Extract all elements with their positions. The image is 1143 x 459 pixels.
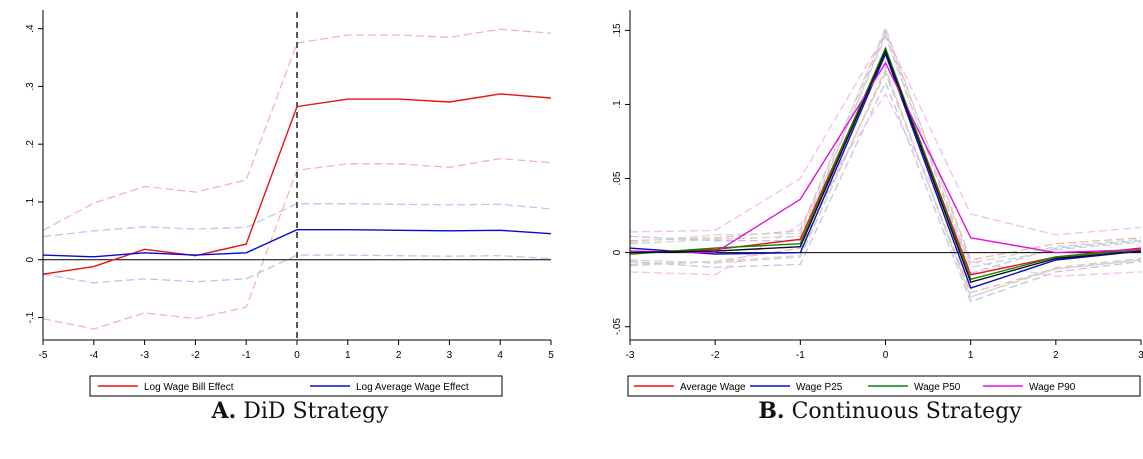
legend-label: Log Wage Bill Effect [144, 382, 234, 393]
x-tick-label: 3 [447, 350, 453, 361]
y-tick-label: .2 [25, 140, 36, 149]
legend-label: Wage P90 [1029, 382, 1076, 393]
x-tick-label: -2 [711, 350, 720, 361]
x-tick-label: -3 [140, 350, 149, 361]
legend-label: Log Average Wage Effect [356, 382, 469, 393]
ci-band-upper [42, 28, 552, 231]
y-tick-label: -.1 [25, 311, 36, 323]
y-tick-label: 0 [612, 249, 623, 255]
x-tick-label: 1 [345, 350, 351, 361]
caption-text: Continuous Strategy [791, 399, 1022, 424]
x-tick-label: 1 [968, 350, 974, 361]
ci-band-lower [42, 254, 552, 284]
did-strategy-chart: -5 -4 -3 -2 -1 0 1 2 3 4 5 -.1 0 .1 .2 .3 .4 Log Wage Bil… [25, 10, 554, 397]
y-tick-label: .15 [612, 23, 623, 37]
series-line [629, 49, 1142, 284]
ci-band-lower [629, 67, 1142, 298]
x-tick-label: 2 [1053, 350, 1059, 361]
legend-label: Wage P25 [796, 382, 843, 393]
legend-label: Average Wage [680, 382, 746, 393]
y-tick-label: .3 [25, 82, 36, 91]
ci-band-upper [629, 31, 1142, 236]
caption-letter: B. [758, 398, 785, 424]
ci-band-upper [629, 31, 1142, 275]
y-tick-label: -.05 [612, 318, 623, 336]
ci-band-upper [629, 34, 1142, 269]
x-tick-label: 4 [497, 350, 503, 361]
ci-band-lower [42, 157, 552, 330]
ci-band-upper [629, 25, 1142, 264]
continuous-strategy-chart: -3 -2 -1 0 1 2 3 -.05 0 .05 .1 .15 Average Wage Wage … [612, 10, 1143, 397]
x-tick-label: -1 [242, 350, 251, 361]
y-tick-label: .1 [25, 197, 36, 206]
y-tick-label: .05 [612, 171, 623, 185]
x-tick-label: -1 [796, 350, 805, 361]
ci-band-upper [629, 28, 1142, 261]
ci-band-lower [629, 80, 1142, 303]
y-tick-label: .1 [612, 100, 623, 109]
legend-label: Wage P50 [914, 382, 961, 393]
x-tick-label: 3 [1138, 350, 1143, 361]
caption-letter: A. [211, 398, 237, 424]
series-line [42, 93, 552, 275]
series-line [629, 52, 1142, 289]
x-tick-label: -5 [39, 350, 48, 361]
x-tick-label: 0 [294, 350, 300, 361]
caption-panel-b: B. Continuous Strategy [610, 398, 1143, 424]
x-tick-label: 0 [883, 350, 889, 361]
x-tick-label: -2 [191, 350, 200, 361]
caption-panel-a: A. DiD Strategy [20, 398, 580, 424]
series-line [42, 228, 552, 258]
series-line [629, 46, 1142, 281]
x-tick-label: -3 [626, 350, 635, 361]
legend-box [89, 375, 503, 397]
y-tick-label: .4 [25, 24, 36, 33]
x-tick-label: 2 [396, 350, 402, 361]
y-tick-label: 0 [25, 256, 36, 262]
ci-band-lower [629, 92, 1142, 277]
x-tick-label: 5 [548, 350, 554, 361]
ci-band-upper [42, 203, 552, 238]
series-line [629, 61, 1142, 254]
x-tick-label: -4 [89, 350, 98, 361]
caption-text: DiD Strategy [243, 399, 389, 424]
